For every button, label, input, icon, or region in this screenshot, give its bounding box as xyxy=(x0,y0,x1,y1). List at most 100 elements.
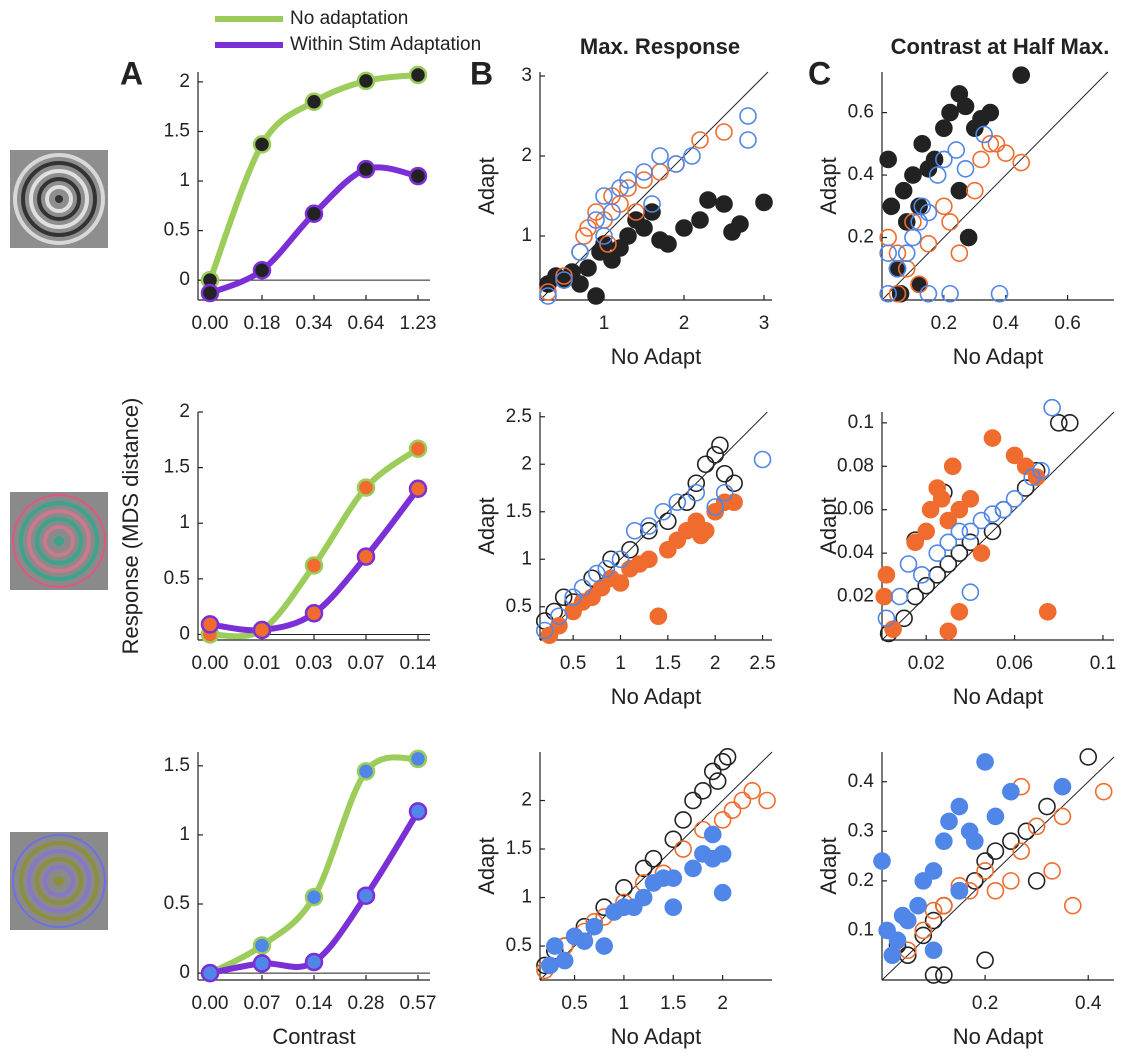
data-point xyxy=(888,244,907,262)
y-tick-label: 0.5 xyxy=(506,596,532,617)
x-tick-label: 0.2 xyxy=(931,313,957,334)
data-point xyxy=(1002,782,1020,801)
data-point xyxy=(703,762,722,781)
data-point xyxy=(200,615,220,634)
data-point xyxy=(408,802,428,821)
data-point xyxy=(899,555,918,573)
data-point xyxy=(755,193,773,212)
data-point xyxy=(939,555,958,573)
data-point xyxy=(914,921,933,940)
data-point xyxy=(959,228,978,247)
data-point xyxy=(875,587,894,606)
data-point xyxy=(587,211,605,229)
y-tick-label: 0 xyxy=(179,962,190,983)
identity-line xyxy=(881,756,1115,981)
data-point xyxy=(200,283,220,303)
data-point xyxy=(564,588,582,607)
data-point xyxy=(941,213,959,231)
data-point xyxy=(1053,777,1072,796)
data-point xyxy=(981,135,1000,153)
data-point xyxy=(699,191,717,209)
data-point xyxy=(928,166,947,184)
data-point xyxy=(539,287,557,305)
data-point xyxy=(917,522,935,541)
data-point xyxy=(643,195,661,213)
y-tick-label: 2 xyxy=(521,145,532,166)
data-point xyxy=(252,620,272,640)
data-point xyxy=(941,284,959,303)
y-tick-label: 0.6 xyxy=(848,102,874,123)
data-point xyxy=(935,197,953,216)
x-tick-label: 0.01 xyxy=(244,653,281,674)
data-point xyxy=(651,163,669,181)
data-point xyxy=(615,879,633,897)
data-point xyxy=(909,896,927,915)
data-point xyxy=(743,782,762,800)
series-line xyxy=(207,71,421,284)
data-point xyxy=(883,946,902,965)
data-point xyxy=(677,493,696,512)
data-point xyxy=(976,852,994,870)
data-point xyxy=(555,267,573,285)
x-tick-label: 0.34 xyxy=(296,313,333,334)
data-point xyxy=(684,859,702,878)
data-point xyxy=(1032,461,1050,480)
x-tick-label: 0.02 xyxy=(908,653,945,674)
panel-label: A xyxy=(120,55,143,91)
data-point xyxy=(983,429,1002,447)
data-point xyxy=(541,956,559,975)
data-point xyxy=(588,564,606,583)
x-tick-label: 1 xyxy=(619,993,630,1014)
data-point xyxy=(649,607,668,626)
y-axis-label: Adapt xyxy=(816,497,841,555)
data-point xyxy=(674,811,692,829)
data-point xyxy=(879,150,897,169)
data-point xyxy=(941,103,959,122)
y-axis-label: Adapt xyxy=(816,837,841,895)
data-point xyxy=(975,125,993,144)
data-point xyxy=(535,621,554,640)
data-point xyxy=(935,896,953,915)
data-point xyxy=(965,181,984,200)
data-point xyxy=(894,181,913,200)
data-point xyxy=(715,464,734,483)
data-point xyxy=(1038,602,1057,621)
data-point xyxy=(972,511,991,530)
data-point xyxy=(252,954,272,973)
data-point xyxy=(972,150,990,169)
data-point xyxy=(986,842,1005,860)
data-point xyxy=(664,898,683,917)
y-axis-label: Adapt xyxy=(474,837,499,895)
data-point xyxy=(711,436,729,455)
y-tick-label: 1.5 xyxy=(164,755,190,776)
data-point xyxy=(627,203,645,221)
data-point xyxy=(725,493,743,512)
x-tick-label: 1.23 xyxy=(400,313,437,334)
data-point xyxy=(703,825,722,844)
y-tick-label: 0.1 xyxy=(848,412,874,433)
data-point xyxy=(555,951,574,970)
data-point xyxy=(1049,414,1068,432)
data-point xyxy=(546,937,564,955)
data-point xyxy=(691,211,709,229)
data-point xyxy=(713,752,732,771)
data-point xyxy=(595,227,613,245)
data-point xyxy=(1012,842,1031,860)
data-point xyxy=(928,544,947,562)
panel-label: C xyxy=(808,55,831,91)
data-point xyxy=(873,852,891,870)
y-tick-label: 2 xyxy=(521,790,532,811)
data-point xyxy=(692,526,710,545)
x-tick-label: 1.5 xyxy=(655,653,681,674)
data-point xyxy=(924,941,943,960)
y-axis-label: Adapt xyxy=(816,157,841,215)
y-tick-label: 0.08 xyxy=(837,455,874,476)
data-point xyxy=(897,213,916,231)
data-point xyxy=(956,160,975,178)
data-point xyxy=(961,490,980,508)
data-point xyxy=(694,782,712,800)
data-point xyxy=(888,259,907,278)
data-point xyxy=(408,479,428,498)
y-tick-label: 2 xyxy=(179,401,190,422)
data-point xyxy=(356,71,376,91)
